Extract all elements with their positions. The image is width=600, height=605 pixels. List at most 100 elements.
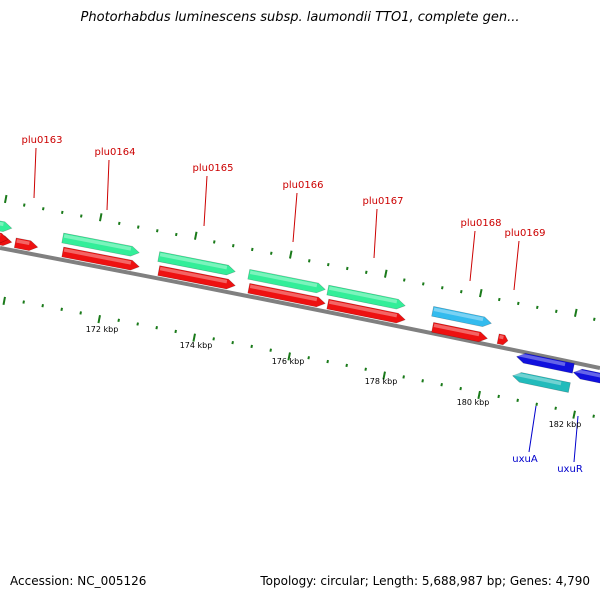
gene-feature [157, 251, 236, 276]
scale-label: 178 kbp [365, 377, 398, 386]
gene-feature [0, 218, 13, 232]
map-title: Photorhabdus luminescens subsp. laumondi… [80, 10, 520, 25]
label-leader-line [528, 405, 537, 453]
tick-mark [4, 194, 8, 204]
cds-feature [157, 265, 236, 290]
gene-label: plu0167 [363, 196, 404, 207]
label-leader-line [373, 208, 378, 259]
tick-mark [308, 259, 311, 263]
scale-label: 176 kbp [272, 357, 305, 366]
tick-mark [23, 203, 26, 207]
tick-mark [41, 207, 45, 211]
tick-mark [41, 304, 44, 308]
tick-mark [365, 270, 368, 274]
tick-mark [572, 410, 576, 419]
gene-label: plu0165 [193, 163, 234, 174]
tick-mark [382, 371, 386, 380]
scale-labels: 172 kbp 174 kbp 176 kbp 178 kbp 180 kbp 182 k… [86, 325, 582, 429]
tick-mark [137, 225, 140, 229]
gene-feature [326, 284, 406, 310]
tick-mark [574, 308, 578, 317]
label-leader-line [106, 159, 110, 211]
tick-mark [79, 311, 82, 315]
label-leader-line [513, 240, 520, 291]
tick-mark [270, 251, 273, 255]
tick-mark [79, 214, 83, 218]
tick-mark [555, 309, 558, 313]
tick-mark [97, 314, 101, 324]
accession-text: Accession: NC_005126 [10, 574, 147, 588]
cds-feature [431, 322, 488, 343]
tick-mark [2, 296, 6, 305]
gene-label: plu0166 [283, 180, 324, 191]
gene-label: uxuR [557, 464, 583, 475]
tick-mark [477, 390, 481, 400]
tick-mark [402, 375, 405, 379]
cds-feature [0, 230, 9, 244]
tick-mark [231, 340, 234, 345]
cds-feature [496, 333, 509, 346]
tick-mark [212, 240, 216, 244]
tick-mark [175, 232, 178, 237]
cds-feature [326, 298, 406, 324]
tick-mark [22, 300, 25, 304]
tick-mark [422, 282, 425, 286]
tick-mark [156, 229, 159, 233]
tick-mark [194, 231, 198, 240]
scale-label: 174 kbp [180, 341, 213, 350]
tick-mark [192, 333, 196, 342]
tick-mark [535, 402, 538, 406]
tick-mark [440, 383, 443, 387]
tick-mark [326, 262, 330, 267]
label-leader-line [469, 230, 476, 282]
scale-label: 182 kbp [549, 420, 582, 429]
tick-mark [60, 307, 63, 311]
gene-feature [431, 306, 492, 327]
tick-mark [384, 269, 388, 278]
gene-feature [61, 232, 140, 257]
cds-feature [516, 352, 575, 374]
tick-mark [117, 318, 120, 322]
gene-feature [512, 372, 571, 393]
label-leader-line [203, 175, 208, 227]
genome-backbone [0, 246, 600, 370]
tick-mark [498, 297, 501, 302]
tick-mark [516, 398, 519, 403]
tick-mark [61, 210, 64, 215]
tick-mark [251, 247, 254, 252]
tick-mark [497, 394, 500, 399]
tick-mark [403, 278, 406, 282]
tick-mark [592, 414, 595, 418]
gene-label: uxuA [512, 454, 538, 465]
gene-label: plu0163 [22, 135, 63, 146]
tick-mark [345, 363, 348, 368]
tick-mark [346, 266, 349, 271]
label-leader-line [33, 147, 37, 199]
feature-track [0, 218, 600, 393]
tick-mark [478, 288, 483, 298]
tick-mark [592, 317, 596, 321]
tick-mark [307, 356, 310, 360]
tick-mark [554, 406, 557, 410]
tick-mark [326, 359, 329, 364]
label-leader-line [573, 415, 579, 463]
genome-summary-text: Topology: circular; Length: 5,688,987 bp… [260, 574, 590, 588]
inner-tick-ring [2, 296, 595, 419]
tick-mark [118, 221, 121, 226]
tick-mark [212, 337, 215, 341]
tick-mark [459, 386, 462, 391]
gene-label: plu0169 [505, 228, 546, 239]
cds-feature [61, 246, 140, 271]
tick-mark [136, 322, 139, 326]
tick-mark [517, 301, 520, 306]
scale-label: 172 kbp [86, 325, 119, 334]
tick-mark [232, 244, 235, 248]
tick-mark [460, 289, 463, 294]
tick-mark [421, 379, 424, 383]
cds-feature [572, 368, 600, 386]
gene-label: plu0168 [461, 218, 502, 229]
gene-feature [247, 269, 326, 294]
feature-labels: plu0163 plu0164 plu0165 plu0166 plu0167 plu01… [22, 135, 583, 475]
